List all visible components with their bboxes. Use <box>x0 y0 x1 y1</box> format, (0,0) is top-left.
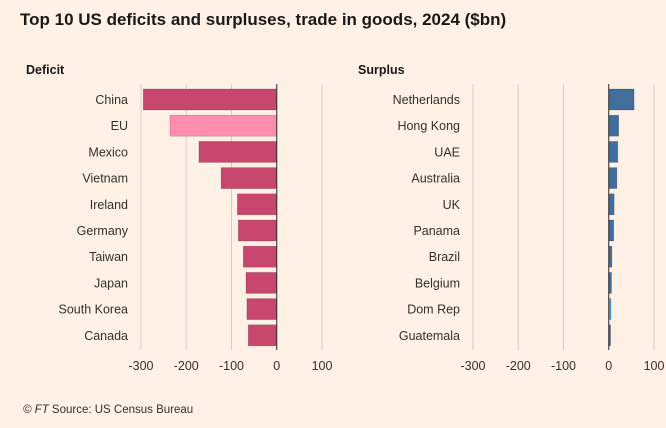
deficit-bar <box>198 141 278 163</box>
deficit-category-label: Japan <box>94 276 128 290</box>
ft-copyright: © FT <box>23 404 49 416</box>
surplus-category-label: Guatemala <box>399 329 460 343</box>
surplus-category-label: UAE <box>434 145 460 159</box>
deficit-tick-label: -200 <box>174 359 199 373</box>
deficit-bar <box>246 298 278 320</box>
chart-title: Top 10 US deficits and surpluses, trade … <box>20 10 507 29</box>
surplus-category-label: Panama <box>413 224 460 238</box>
surplus-bar <box>608 193 615 216</box>
deficit-category-label: China <box>95 93 128 107</box>
deficit-tick-label: 0 <box>273 359 280 373</box>
deficit-bar <box>142 88 278 111</box>
deficit-category-label: Ireland <box>90 198 128 212</box>
source-note: © FT Source: US Census Bureau <box>23 404 193 416</box>
surplus-panel-label: Surplus <box>358 63 405 77</box>
deficit-bar <box>237 219 278 242</box>
deficit-bar <box>237 193 278 216</box>
deficit-tick-label: -300 <box>128 359 153 373</box>
surplus-tick-label: -100 <box>551 359 576 373</box>
surplus-category-label: Australia <box>411 172 460 186</box>
surplus-bar <box>608 167 618 189</box>
surplus-category-label: Dom Rep <box>407 303 460 317</box>
surplus-category-label: Belgium <box>415 276 460 290</box>
deficit-bar <box>169 114 278 137</box>
deficit-category-label: Mexico <box>88 145 128 159</box>
deficit-category-label: EU <box>111 119 128 133</box>
deficit-bar <box>245 272 278 294</box>
surplus-tick-label: 100 <box>644 359 665 373</box>
surplus-category-label: UK <box>443 198 461 212</box>
surplus-category-label: Netherlands <box>393 93 460 107</box>
surplus-category-label: Hong Kong <box>397 119 460 133</box>
surplus-category-label: Brazil <box>429 250 460 264</box>
surplus-bar <box>608 141 619 163</box>
deficit-panel-label: Deficit <box>26 63 65 77</box>
deficit-category-label: Canada <box>84 329 128 343</box>
surplus-tick-label: -200 <box>506 359 531 373</box>
deficit-bar <box>242 245 278 268</box>
deficit-category-label: South Korea <box>59 303 129 317</box>
deficit-tick-label: 100 <box>312 359 333 373</box>
source-text: Source: US Census Bureau <box>51 404 194 416</box>
surplus-bar <box>608 88 635 111</box>
deficit-tick-label: -100 <box>219 359 244 373</box>
deficit-category-label: Germany <box>77 224 129 238</box>
surplus-bar <box>608 219 615 242</box>
surplus-tick-label: 0 <box>605 359 612 373</box>
deficit-bar <box>247 324 278 347</box>
surplus-bar <box>608 114 620 137</box>
deficit-category-label: Taiwan <box>89 250 128 264</box>
deficit-category-label: Vietnam <box>82 172 128 186</box>
deficit-bar <box>220 167 278 189</box>
surplus-tick-label: -300 <box>460 359 485 373</box>
